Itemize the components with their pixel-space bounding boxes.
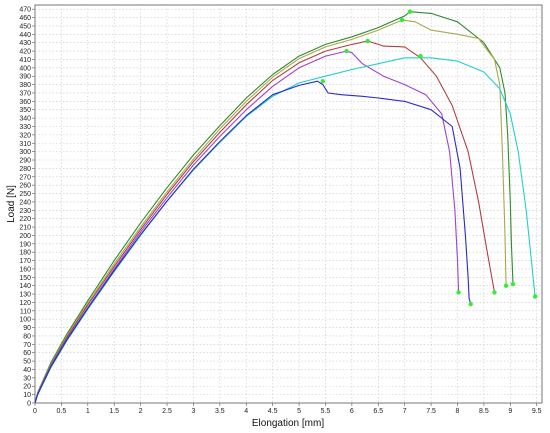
x-tick-label: 4: [244, 408, 248, 415]
x-tick-label: 1.5: [109, 408, 119, 415]
plot-frame: [34, 4, 543, 404]
y-tick-label: 350: [19, 107, 31, 114]
series-line-1: [34, 11, 514, 404]
y-tick-label: 310: [19, 141, 31, 148]
x-tick-label: 0: [33, 408, 37, 415]
y-tick-label: 80: [23, 333, 31, 340]
y-tick-label: 90: [23, 325, 31, 332]
y-tick-label: 110: [20, 308, 31, 315]
y-tick-label: 420: [19, 49, 31, 56]
y-tick-label: 400: [19, 65, 31, 72]
ticks: 0 0.5 1 1.5 2 2.5 3 3.5 4 4.5 5 5.5 6 6.5 7 7.5 8 8.5 9 9.5…: [19, 7, 541, 415]
x-axis-label: Elongation [mm]: [252, 418, 324, 429]
series-marker-4: [344, 48, 349, 54]
y-tick-label: 380: [19, 82, 31, 89]
y-tick-label: 230: [19, 208, 31, 215]
y-tick-label: 20: [23, 384, 31, 391]
y-tick-label: 430: [19, 40, 31, 47]
y-tick-label: 150: [19, 275, 31, 282]
y-tick-label: 320: [19, 132, 31, 139]
y-tick-label: 130: [19, 292, 31, 299]
y-tick-label: 60: [23, 350, 31, 357]
y-tick-label: 180: [19, 250, 31, 257]
y-tick-label: 390: [19, 74, 31, 81]
y-tick-label: 460: [19, 15, 31, 22]
series-marker-5: [418, 53, 423, 59]
series-marker-5: [532, 294, 538, 299]
y-tick-label: 170: [19, 258, 31, 265]
series-marker-6: [468, 301, 473, 307]
y-tick-label: 290: [19, 158, 31, 165]
series-marker-1: [510, 281, 516, 287]
series-marker-3: [492, 290, 497, 295]
y-tick-label: 0: [27, 401, 31, 408]
x-tick-label: 4.5: [268, 408, 278, 415]
y-tick-label: 440: [19, 32, 31, 39]
y-tick-label: 10: [23, 392, 31, 399]
y-tick-label: 280: [19, 166, 31, 173]
y-tick-label: 200: [19, 233, 31, 240]
y-tick-label: 300: [19, 149, 31, 156]
series-marker-3: [365, 38, 370, 44]
series-line-6: [34, 80, 472, 404]
x-tick-label: 2.5: [162, 408, 172, 415]
y-tick-label: 120: [19, 300, 31, 307]
series-lines: [34, 11, 536, 404]
y-tick-label: 240: [19, 199, 31, 206]
x-tick-label: 0.5: [57, 408, 67, 415]
grid: [35, 5, 542, 403]
x-tick-label: 3.5: [215, 408, 225, 415]
y-tick-label: 220: [19, 216, 31, 223]
series-marker-1: [407, 9, 413, 14]
y-tick-label: 30: [23, 375, 31, 382]
x-tick-label: 8.5: [479, 408, 489, 415]
x-tick-label: 7.5: [426, 408, 436, 415]
series-marker-2: [503, 283, 509, 288]
x-tick-label: 7: [403, 408, 407, 415]
x-tick-label: 8: [456, 408, 460, 415]
y-tick-label: 450: [19, 23, 31, 30]
x-tick-label: 5.5: [321, 408, 331, 415]
x-tick-label: 1: [86, 408, 90, 415]
y-tick-label: 270: [19, 174, 31, 181]
x-tick-label: 2: [139, 408, 143, 415]
y-tick-label: 250: [19, 191, 31, 198]
x-tick-label: 5: [297, 408, 301, 415]
y-tick-label: 410: [19, 57, 31, 64]
y-tick-label: 260: [19, 183, 31, 190]
x-tick-label: 6.5: [373, 408, 383, 415]
y-tick-label: 370: [19, 90, 31, 97]
y-tick-label: 160: [19, 266, 31, 273]
y-tick-label: 190: [19, 241, 31, 248]
x-tick-label: 9: [508, 408, 512, 415]
x-tick-label: 6: [350, 408, 354, 415]
y-tick-label: 70: [23, 342, 31, 349]
y-tick-label: 340: [19, 116, 31, 123]
series-marker-2: [399, 17, 405, 23]
x-tick-label: 3: [191, 408, 195, 415]
y-tick-label: 210: [19, 225, 31, 232]
series-line-3: [34, 40, 496, 404]
y-tick-label: 140: [19, 283, 31, 290]
series-line-2: [34, 19, 507, 404]
y-tick-label: 360: [19, 99, 31, 106]
y-tick-label: 330: [19, 124, 31, 131]
y-tick-label: 100: [19, 317, 31, 324]
series-markers: [320, 9, 538, 307]
y-tick-label: 470: [19, 7, 31, 14]
y-tick-label: 50: [23, 359, 31, 366]
y-axis-label: Load [N]: [6, 185, 17, 223]
series-marker-6: [320, 79, 326, 84]
x-tick-label: 9.5: [532, 408, 542, 415]
y-tick-label: 40: [23, 367, 31, 374]
series-marker-4: [456, 290, 461, 295]
